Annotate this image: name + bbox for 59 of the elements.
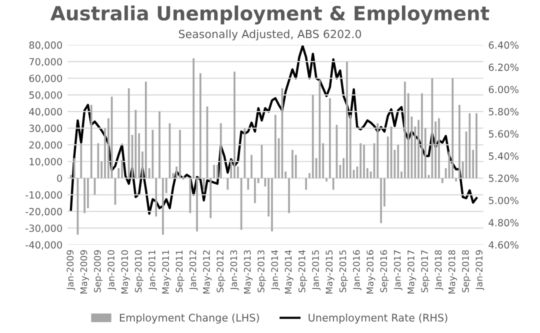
- y-tick-label: 40,000: [29, 108, 62, 116]
- y2-tick-label: 4.60%: [488, 241, 519, 249]
- x-tick-label: Jan-2013: [230, 250, 239, 290]
- x-tick-label: May-2013: [244, 250, 253, 294]
- x-tick-label: Sep-2010: [134, 250, 144, 292]
- y2-tick-label: 5.20%: [488, 174, 519, 182]
- x-tick-label: May-2010: [121, 250, 130, 294]
- x-tick-label: Jan-2009: [66, 250, 76, 290]
- x-tick-label: Sep-2009: [94, 250, 103, 292]
- y2-tick-label: 5.60%: [488, 130, 519, 138]
- y-tick-label: -30,000: [26, 224, 62, 233]
- x-tick-label: Sep-2014: [298, 250, 308, 292]
- x-tick-label: Sep-2018: [462, 250, 471, 292]
- x-tick-label: Jan-2019: [476, 250, 484, 290]
- y-tick-label: 10,000: [30, 158, 62, 166]
- x-tick-label: May-2016: [366, 250, 376, 294]
- x-tick-label: Jan-2018: [434, 250, 444, 290]
- x-tick-label: Sep-2017: [421, 250, 430, 292]
- x-tick-label: May-2017: [408, 250, 416, 294]
- x-tick-label: May-2012: [203, 250, 212, 294]
- x-tick-label: May-2009: [80, 250, 89, 294]
- y2-tick-label: 5.80%: [488, 108, 519, 116]
- x-tick-label: Sep-2011: [176, 250, 184, 292]
- y2-tick-label: 4.80%: [488, 219, 519, 226]
- y-tick-label: -10,000: [26, 191, 62, 200]
- y-tick-label: 80,000: [29, 41, 62, 50]
- y-tick-label: -40,000: [26, 241, 62, 250]
- y2-tick-label: 6.40%: [488, 41, 519, 49]
- x-tick-label: Jan-2010: [108, 250, 116, 290]
- y-tick-label: 50,000: [29, 91, 62, 100]
- y-tick-label: 20,000: [29, 141, 62, 150]
- x-tick-label: Jan-2017: [394, 250, 402, 290]
- line-series: [70, 44, 478, 215]
- legend-label: Unemployment Rate (RHS): [308, 314, 448, 324]
- x-tick-label: Jan-2016: [352, 250, 362, 290]
- legend-label: Employment Change (LHS): [120, 314, 259, 324]
- x-tick-label: Jan-2012: [189, 250, 198, 290]
- x-tick-label: May-2015: [326, 250, 334, 294]
- x-tick-label: Jan-2014: [271, 250, 280, 290]
- x-tick-label: Jan-2015: [312, 250, 321, 290]
- y-tick-label: 30,000: [29, 124, 62, 134]
- y2-tick-label: 6.00%: [488, 86, 519, 94]
- y2-tick-label: 5.00%: [488, 196, 519, 204]
- x-tick-label: May-2018: [448, 250, 457, 294]
- y2-tick-label: 5.40%: [488, 152, 519, 160]
- x-tick-label: May-2014: [284, 250, 294, 294]
- x-tick-label: Sep-2012: [216, 250, 226, 292]
- y-tick-label: 70,000: [29, 58, 62, 66]
- y-tick-label: 60,000: [29, 74, 62, 84]
- x-tick-label: Sep-2015: [339, 250, 348, 292]
- x-tick-label: Sep-2016: [380, 250, 389, 292]
- y-tick-label: 0: [57, 174, 62, 182]
- x-tick-label: Sep-2013: [258, 250, 266, 292]
- chart-subtitle: Seasonally Adjusted, ABS 6202.0: [178, 30, 362, 40]
- y2-tick-label: 6.20%: [488, 64, 519, 71]
- chart-title: Australia Unemployment & Employment: [50, 6, 490, 24]
- y-tick-label: -20,000: [26, 208, 62, 216]
- x-tick-label: Jan-2011: [148, 250, 158, 290]
- x-tick-label: May-2011: [162, 250, 171, 294]
